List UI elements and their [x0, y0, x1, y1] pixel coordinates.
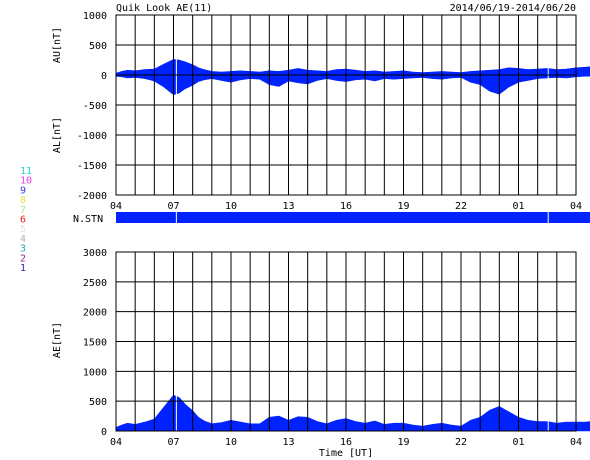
- n-stn-label: N.STN: [73, 214, 103, 225]
- au-al-grid: [115, 14, 577, 196]
- y-tick-label: -500: [83, 101, 107, 112]
- x-tick-label: 10: [225, 201, 237, 212]
- x-tick-label: 13: [282, 201, 294, 212]
- legend-item: 3: [20, 244, 26, 255]
- n-stn-fill: [116, 212, 590, 223]
- y-tick-label: 2500: [83, 278, 107, 289]
- date-range: 2014/06/19-2014/06/20: [450, 3, 576, 14]
- y-tick-label: 0: [101, 427, 107, 438]
- legend-item: 11: [20, 166, 32, 177]
- legend-item: 5: [20, 224, 26, 235]
- x-tick-label: 19: [397, 201, 409, 212]
- legend-item: 7: [20, 205, 26, 216]
- ae-axis-label: AE[nT]: [52, 322, 63, 358]
- x-tick-label: 22: [455, 201, 467, 212]
- y-tick-label: 1000: [83, 11, 107, 22]
- y-tick-label: 500: [89, 41, 107, 52]
- legend-item: 4: [20, 234, 26, 245]
- au-al-panel: -2000 -1500 -1000 -500 0 500 1000 04 07 10 13 16 19…: [52, 11, 590, 212]
- y-tick-label: -1500: [77, 161, 107, 172]
- x-tick-label: 10: [225, 437, 237, 448]
- chart-title: Quik Look AE(11): [116, 3, 212, 14]
- legend-item: 9: [20, 185, 26, 196]
- au-al-x-ticks: 04 07 10 13 16 19 22 01 04: [110, 201, 582, 212]
- y-tick-label: -2000: [77, 191, 107, 202]
- legend-item: 6: [20, 215, 26, 226]
- legend-item: 1: [20, 263, 26, 274]
- x-tick-label: 13: [282, 437, 294, 448]
- y-tick-label: 2000: [83, 308, 107, 319]
- al-axis-label: AL[nT]: [52, 117, 63, 153]
- time-axis-label: Time [UT]: [319, 448, 373, 459]
- x-tick-label: 16: [340, 201, 352, 212]
- legend-item: 10: [20, 176, 32, 187]
- au-axis-label: AU[nT]: [52, 27, 63, 63]
- ae-grid: [115, 251, 577, 432]
- ae-y-ticks: 0 500 1000 1500 2000 2500 3000: [83, 248, 107, 438]
- x-tick-label: 01: [512, 437, 524, 448]
- x-tick-label: 07: [167, 201, 179, 212]
- x-tick-label: 22: [455, 437, 467, 448]
- x-tick-label: 16: [340, 437, 352, 448]
- ae-x-ticks: 04 07 10 13 16 19 22 01 04: [110, 437, 582, 448]
- legend-item: 8: [20, 195, 26, 206]
- y-tick-label: 500: [89, 397, 107, 408]
- y-tick-label: 3000: [83, 248, 107, 259]
- plot-frame: [115, 251, 577, 432]
- y-tick-label: -1000: [77, 131, 107, 142]
- x-tick-label: 01: [512, 201, 524, 212]
- x-tick-label: 04: [110, 201, 122, 212]
- plot-frame: [115, 14, 577, 196]
- au-al-fill: [115, 59, 590, 96]
- y-tick-label: 1000: [83, 367, 107, 378]
- x-tick-label: 19: [397, 437, 409, 448]
- y-tick-label: 0: [101, 71, 107, 82]
- au-al-y-ticks: -2000 -1500 -1000 -500 0 500 1000: [77, 11, 107, 202]
- legend-item: 2: [20, 253, 26, 264]
- x-tick-label: 04: [570, 437, 582, 448]
- x-tick-label: 07: [167, 437, 179, 448]
- n-stn-bar: N.STN: [73, 212, 590, 225]
- x-tick-label: 04: [110, 437, 122, 448]
- x-tick-label: 04: [570, 201, 582, 212]
- y-tick-label: 1500: [83, 338, 107, 349]
